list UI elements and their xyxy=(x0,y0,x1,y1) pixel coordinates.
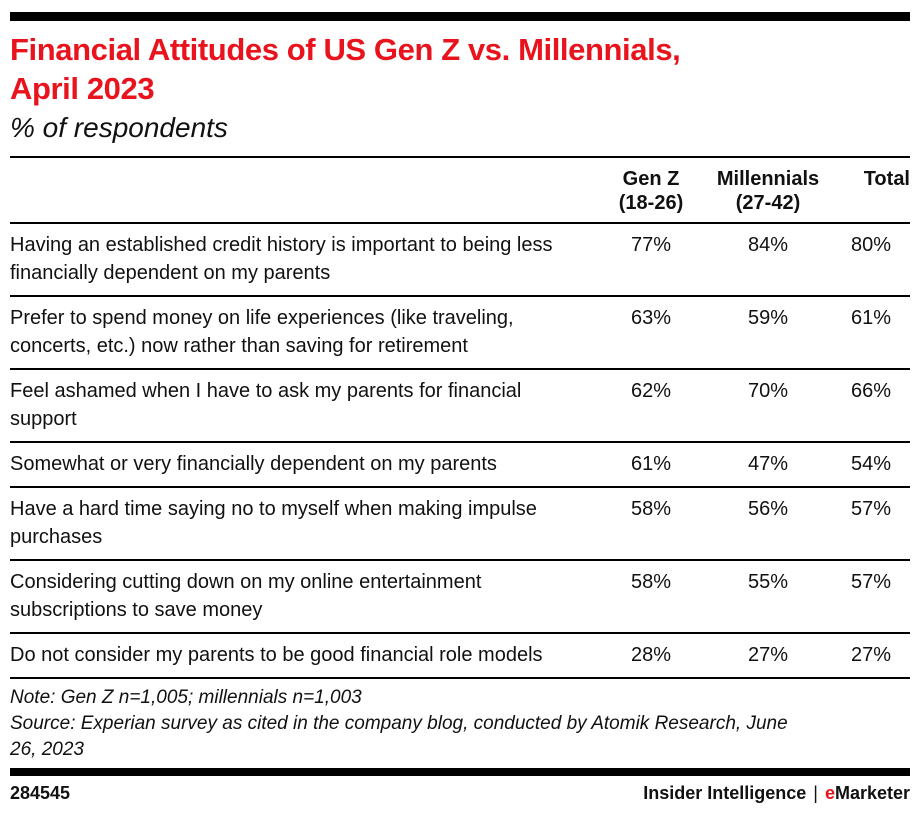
value-total: 57% xyxy=(832,560,910,634)
table-row: Do not consider my parents to be good fi… xyxy=(10,633,910,679)
row-statement-label: Do not consider my parents to be good fi… xyxy=(10,633,598,679)
note-text: Note: Gen Z n=1,005; millennials n=1,003 xyxy=(10,687,362,708)
value-total: 61% xyxy=(832,296,910,370)
chart-id: 284545 xyxy=(10,783,71,803)
row-statement-label: Somewhat or very financially dependent o… xyxy=(10,442,598,488)
footnotes: Note: Gen Z n=1,005; millennials n=1,003… xyxy=(10,679,910,768)
row-statement-label: Feel ashamed when I have to ask my paren… xyxy=(10,369,598,443)
top-rule xyxy=(10,12,910,21)
table-row: Have a hard time saying no to myself whe… xyxy=(10,487,910,561)
chart-title: Financial Attitudes of US Gen Z vs. Mill… xyxy=(10,30,910,108)
row-statement-label: Have a hard time saying no to myself whe… xyxy=(10,487,598,561)
bottom-rule xyxy=(10,768,910,776)
chart-title-line1: Financial Attitudes of US Gen Z vs. Mill… xyxy=(10,32,681,67)
value-gen-z: 62% xyxy=(598,369,704,443)
row-statement-label: Prefer to spend money on life experience… xyxy=(10,296,598,370)
value-total: 57% xyxy=(832,487,910,561)
value-gen-z: 77% xyxy=(598,223,704,297)
value-millennials: 27% xyxy=(704,633,832,679)
value-gen-z: 58% xyxy=(598,560,704,634)
header-millennials-line2: (27-42) xyxy=(735,192,801,214)
row-statement-label: Having an established credit history is … xyxy=(10,223,598,297)
header-statement-column xyxy=(10,157,598,224)
value-gen-z: 63% xyxy=(598,296,704,370)
value-millennials: 56% xyxy=(704,487,832,561)
header-total-line1: Total xyxy=(863,168,910,190)
value-total: 27% xyxy=(832,633,910,679)
footer: 284545 Insider Intelligence | eMarketer xyxy=(10,776,910,804)
data-table: Gen Z (18-26) Millennials (27-42) Total … xyxy=(10,156,910,679)
header-gen-z-line2: (18-26) xyxy=(618,192,684,214)
header-gen-z: Gen Z (18-26) xyxy=(598,157,704,224)
source-text-line2: 26, 2023 xyxy=(10,739,84,760)
value-gen-z: 28% xyxy=(598,633,704,679)
value-millennials: 55% xyxy=(704,560,832,634)
value-gen-z: 61% xyxy=(598,442,704,488)
header-millennials: Millennials (27-42) xyxy=(704,157,832,224)
value-total: 66% xyxy=(832,369,910,443)
brand-emarketer-rest: Marketer xyxy=(834,783,910,803)
value-millennials: 70% xyxy=(704,369,832,443)
value-millennials: 47% xyxy=(704,442,832,488)
table-row: Considering cutting down on my online en… xyxy=(10,560,910,634)
table-body: Having an established credit history is … xyxy=(10,223,910,679)
brand-lockup: Insider Intelligence | eMarketer xyxy=(643,783,910,804)
table-row: Having an established credit history is … xyxy=(10,223,910,297)
brand-emarketer-e: e xyxy=(824,783,835,803)
table-row: Somewhat or very financially dependent o… xyxy=(10,442,910,488)
header-millennials-line1: Millennials xyxy=(716,168,820,190)
chart-subtitle: % of respondents xyxy=(10,112,228,143)
header-row: Gen Z (18-26) Millennials (27-42) Total xyxy=(10,157,910,224)
chart-title-line2: April 2023 xyxy=(10,71,155,106)
value-millennials: 84% xyxy=(704,223,832,297)
table-row: Prefer to spend money on life experience… xyxy=(10,296,910,370)
brand-insider-intelligence: Insider Intelligence xyxy=(643,783,807,803)
row-statement-label: Considering cutting down on my online en… xyxy=(10,560,598,634)
source-text-line1: Source: Experian survey as cited in the … xyxy=(10,713,788,734)
header-gen-z-line1: Gen Z xyxy=(622,168,680,190)
brand-divider: | xyxy=(813,783,818,803)
value-total: 54% xyxy=(832,442,910,488)
table-row: Feel ashamed when I have to ask my paren… xyxy=(10,369,910,443)
value-millennials: 59% xyxy=(704,296,832,370)
brand-emarketer: eMarketer xyxy=(825,783,910,803)
header-total: Total xyxy=(832,157,910,224)
value-total: 80% xyxy=(832,223,910,297)
value-gen-z: 58% xyxy=(598,487,704,561)
table-header: Gen Z (18-26) Millennials (27-42) Total xyxy=(10,157,910,224)
